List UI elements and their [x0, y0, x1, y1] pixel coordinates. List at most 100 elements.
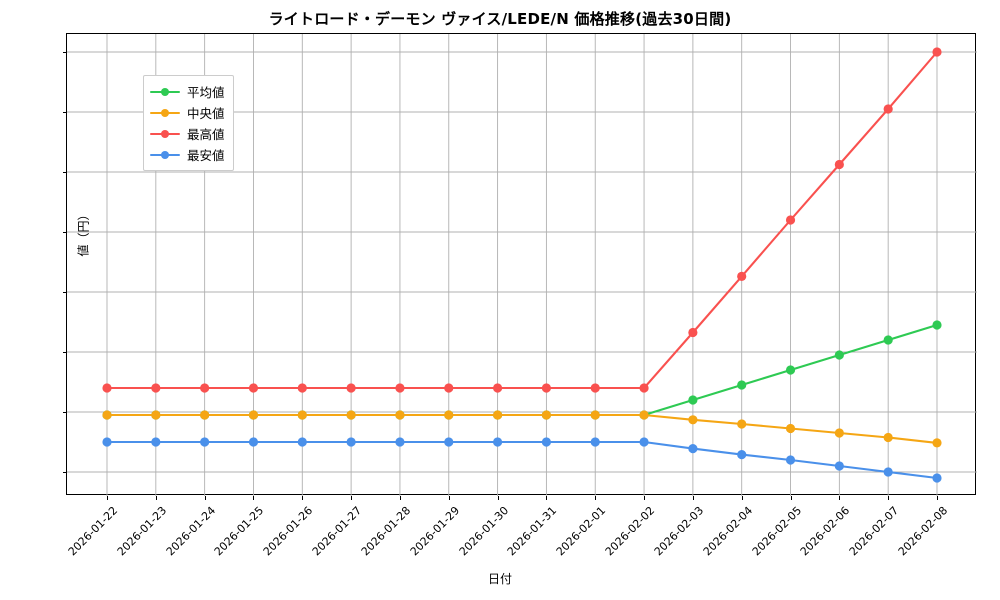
legend-item-中央値[interactable]: 中央値 [150, 102, 225, 123]
data-point [883, 335, 893, 345]
data-point [444, 410, 454, 420]
data-point [688, 444, 698, 454]
legend-marker-dot [161, 150, 169, 159]
y-tick-mark [63, 232, 67, 233]
x-tick-mark [253, 496, 255, 500]
data-point [834, 159, 844, 170]
data-point [737, 271, 747, 281]
data-point [200, 383, 210, 393]
data-point [102, 383, 112, 393]
data-point [297, 437, 307, 447]
data-point [737, 380, 747, 390]
x-tick-mark [155, 496, 157, 500]
data-point [297, 383, 307, 393]
x-axis-label: 日付 [487, 572, 512, 586]
series-line-中央値 [105, 413, 939, 444]
data-point [248, 437, 259, 447]
x-tick-mark [204, 496, 206, 500]
data-point [785, 423, 796, 434]
legend-label: 最高値 [187, 127, 225, 142]
data-point [102, 437, 112, 447]
data-point [883, 432, 893, 443]
data-point [492, 437, 503, 447]
y-tick-mark [63, 472, 67, 473]
data-point [346, 410, 356, 420]
data-point [785, 455, 796, 465]
data-point [541, 410, 552, 420]
data-point [834, 461, 844, 471]
data-point [151, 410, 161, 420]
legend-swatch [150, 149, 180, 161]
data-point [883, 467, 893, 477]
data-point [785, 215, 796, 225]
data-point [395, 383, 405, 393]
legend-marker-dot [161, 108, 169, 117]
series-line-最高値 [105, 50, 939, 390]
data-point [883, 104, 893, 114]
legend-label: 最安値 [187, 148, 225, 163]
x-tick-mark [790, 496, 792, 500]
data-point [248, 410, 259, 420]
data-point [346, 437, 356, 447]
data-point [590, 383, 600, 393]
data-point [248, 383, 259, 393]
x-tick-mark [107, 496, 108, 500]
x-tick-mark [644, 496, 646, 500]
y-tick-mark [63, 112, 67, 113]
data-point [639, 410, 649, 420]
data-point [932, 438, 942, 448]
legend-item-最安値[interactable]: 最安値 [150, 144, 225, 165]
data-point [492, 383, 503, 393]
data-point [688, 415, 698, 425]
data-point [639, 437, 649, 447]
x-tick-mark [302, 496, 304, 500]
data-point [200, 437, 210, 447]
legend-swatch [150, 128, 180, 140]
data-point [932, 47, 942, 57]
data-point [297, 410, 307, 420]
chart-series-layer [102, 47, 942, 483]
data-point [590, 410, 600, 420]
x-tick-mark [351, 496, 353, 500]
series-line-平均値 [105, 323, 939, 417]
x-tick-mark [595, 496, 597, 500]
data-point [151, 383, 161, 393]
data-point [151, 437, 161, 447]
data-point [688, 395, 698, 405]
data-point [541, 383, 552, 393]
legend-item-最高値[interactable]: 最高値 [150, 123, 225, 144]
chart-legend: 平均値 中央値最高値最安値 [143, 75, 234, 171]
data-point [200, 410, 210, 420]
data-point [444, 383, 454, 393]
data-point [737, 450, 747, 460]
data-point [102, 410, 112, 420]
y-tick-mark [63, 412, 67, 413]
y-tick-mark [63, 52, 67, 53]
data-point [590, 437, 600, 447]
x-tick-mark [692, 496, 694, 500]
y-tick-mark [63, 352, 67, 353]
legend-marker-dot [161, 87, 169, 96]
legend-item-平均値[interactable]: 平均値 [150, 81, 225, 102]
x-tick-mark [399, 496, 401, 500]
chart-title: ライトロード・デーモン ヴァイス/LEDE/N 価格推移(過去30日間) [268, 10, 732, 28]
data-point [346, 383, 356, 393]
x-tick-mark [888, 496, 890, 500]
data-point [932, 320, 942, 330]
data-point [395, 437, 405, 447]
x-tick-mark [497, 496, 499, 500]
x-tick-mark [448, 496, 450, 500]
data-point [444, 437, 454, 447]
legend-marker-dot [161, 129, 169, 138]
data-point [395, 410, 405, 420]
y-tick-mark [63, 292, 67, 293]
legend-swatch [150, 86, 180, 98]
y-axis-label: 値（円） [76, 208, 91, 257]
x-tick-mark [741, 496, 743, 500]
x-tick-mark [546, 496, 548, 500]
legend-swatch [150, 107, 180, 119]
data-point [541, 437, 552, 447]
series-line-最安値 [105, 440, 939, 480]
y-tick-mark [63, 172, 67, 173]
data-point [492, 410, 503, 420]
